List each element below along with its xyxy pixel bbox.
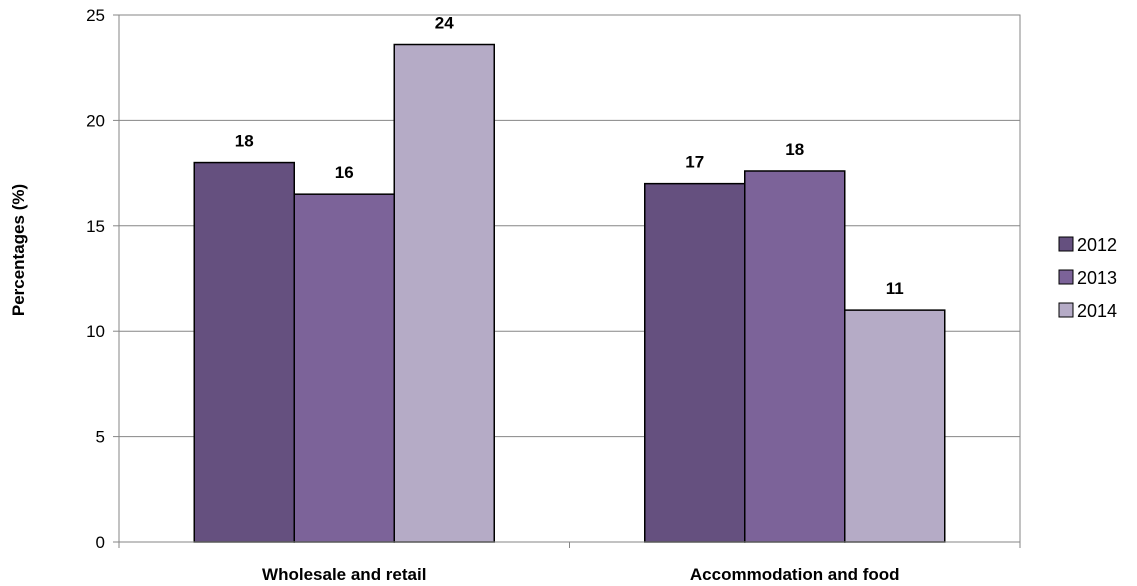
legend-swatch-2012	[1058, 236, 1074, 252]
category-labels: Wholesale and retail Accommodation and fo…	[262, 565, 900, 584]
y-axis-label: Percentages (%)	[9, 184, 28, 316]
bars	[193, 43, 946, 543]
y-tick-label: 0	[96, 533, 105, 552]
data-label: 17	[685, 153, 704, 172]
bar-2014-2	[844, 309, 946, 543]
bar-2013-2	[744, 170, 846, 543]
bar-2013-1	[293, 193, 395, 543]
legend-label-2014: 2014	[1077, 301, 1117, 321]
data-label: 16	[335, 163, 354, 182]
y-tick-label: 20	[86, 111, 105, 130]
y-tick-label: 15	[86, 217, 105, 236]
y-tick-label: 10	[86, 322, 105, 341]
bar-2014-1	[393, 43, 495, 543]
data-label: 18	[235, 132, 254, 151]
legend: 2012 2013 2014	[1058, 235, 1117, 321]
data-labels: 18 16 24 17 18 11	[235, 14, 904, 299]
legend-swatch-2014	[1058, 302, 1074, 318]
x-category-label: Accommodation and food	[690, 565, 900, 584]
axes	[113, 14, 1021, 548]
bar-2012-2	[644, 182, 746, 543]
y-tick-label: 5	[96, 428, 105, 447]
data-label: 24	[435, 14, 454, 33]
y-tick-labels: 0 5 10 15 20 25	[86, 6, 105, 552]
legend-swatch-2013	[1058, 269, 1074, 285]
data-label: 18	[785, 140, 804, 159]
y-tick-label: 25	[86, 6, 105, 25]
legend-label-2013: 2013	[1077, 268, 1117, 288]
bar-2012-1	[193, 161, 295, 543]
data-label: 11	[886, 279, 904, 298]
x-category-label: Wholesale and retail	[262, 565, 426, 584]
legend-label-2012: 2012	[1077, 235, 1117, 255]
